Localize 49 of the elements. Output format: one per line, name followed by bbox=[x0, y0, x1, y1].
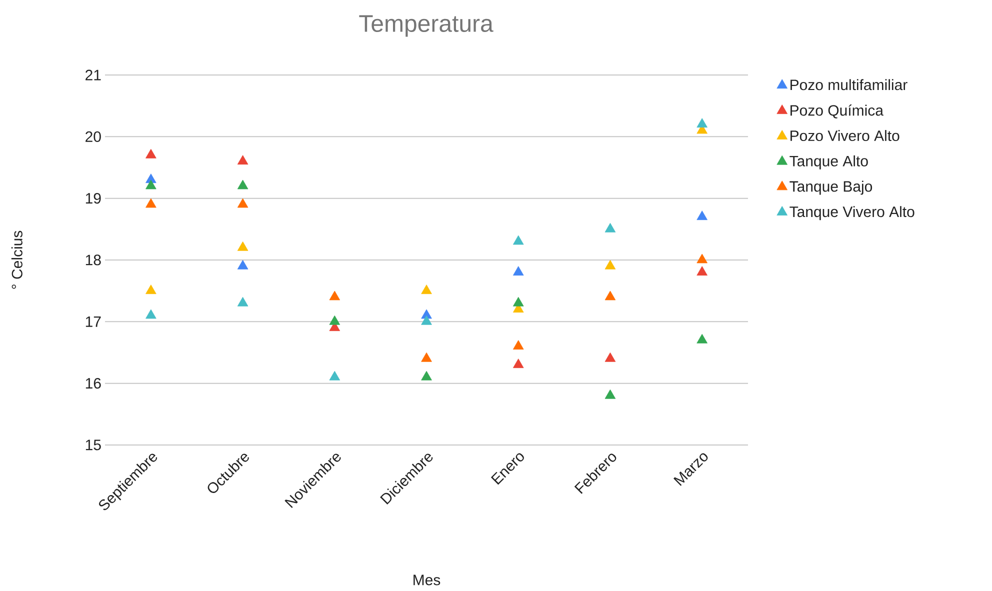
point bbox=[329, 290, 340, 300]
point bbox=[146, 309, 156, 319]
point bbox=[237, 241, 248, 251]
point bbox=[696, 210, 708, 220]
legend-label: Tanque Alto bbox=[790, 155, 868, 170]
point bbox=[604, 389, 616, 399]
point bbox=[696, 118, 708, 128]
y-tick-label: 17 bbox=[86, 316, 101, 327]
legend-label: Pozo Química bbox=[790, 104, 884, 118]
point bbox=[421, 370, 432, 380]
legend-label: Pozo multifamiliar bbox=[790, 79, 908, 90]
point bbox=[604, 352, 616, 362]
legend-label: Tanque Bajo bbox=[790, 180, 872, 195]
legend-label: Pozo Vivero Alto bbox=[790, 130, 900, 142]
y-tick-label: 18 bbox=[86, 254, 101, 266]
y-tick-label: 15 bbox=[86, 440, 101, 450]
point bbox=[512, 358, 524, 368]
point bbox=[237, 296, 248, 306]
point bbox=[146, 198, 156, 208]
point bbox=[512, 266, 524, 276]
point bbox=[146, 180, 156, 190]
point bbox=[329, 370, 340, 380]
chart-title: Temperatura bbox=[359, 15, 494, 37]
point bbox=[146, 148, 156, 158]
y-tick-label: 16 bbox=[86, 378, 101, 389]
point bbox=[421, 284, 432, 294]
y-axis-title: ° Celcius bbox=[11, 230, 22, 289]
point bbox=[604, 222, 616, 232]
point bbox=[696, 266, 708, 276]
point bbox=[237, 198, 248, 208]
point bbox=[237, 180, 248, 190]
point bbox=[237, 155, 248, 165]
point bbox=[696, 334, 708, 344]
legend-label: Tanque Vivero Alto bbox=[790, 206, 914, 220]
y-tick-label: 21 bbox=[86, 70, 101, 80]
y-tick-label: 19 bbox=[86, 193, 101, 204]
point bbox=[421, 315, 432, 325]
point bbox=[604, 260, 616, 270]
point bbox=[604, 290, 616, 300]
x-axis-title: Mes bbox=[414, 574, 440, 586]
point bbox=[146, 284, 156, 294]
point bbox=[696, 254, 708, 264]
point bbox=[512, 235, 524, 245]
point bbox=[421, 352, 432, 362]
point bbox=[329, 315, 340, 325]
point bbox=[512, 296, 524, 306]
point bbox=[237, 260, 248, 270]
y-tick-label: 20 bbox=[86, 131, 101, 142]
point bbox=[512, 340, 524, 350]
